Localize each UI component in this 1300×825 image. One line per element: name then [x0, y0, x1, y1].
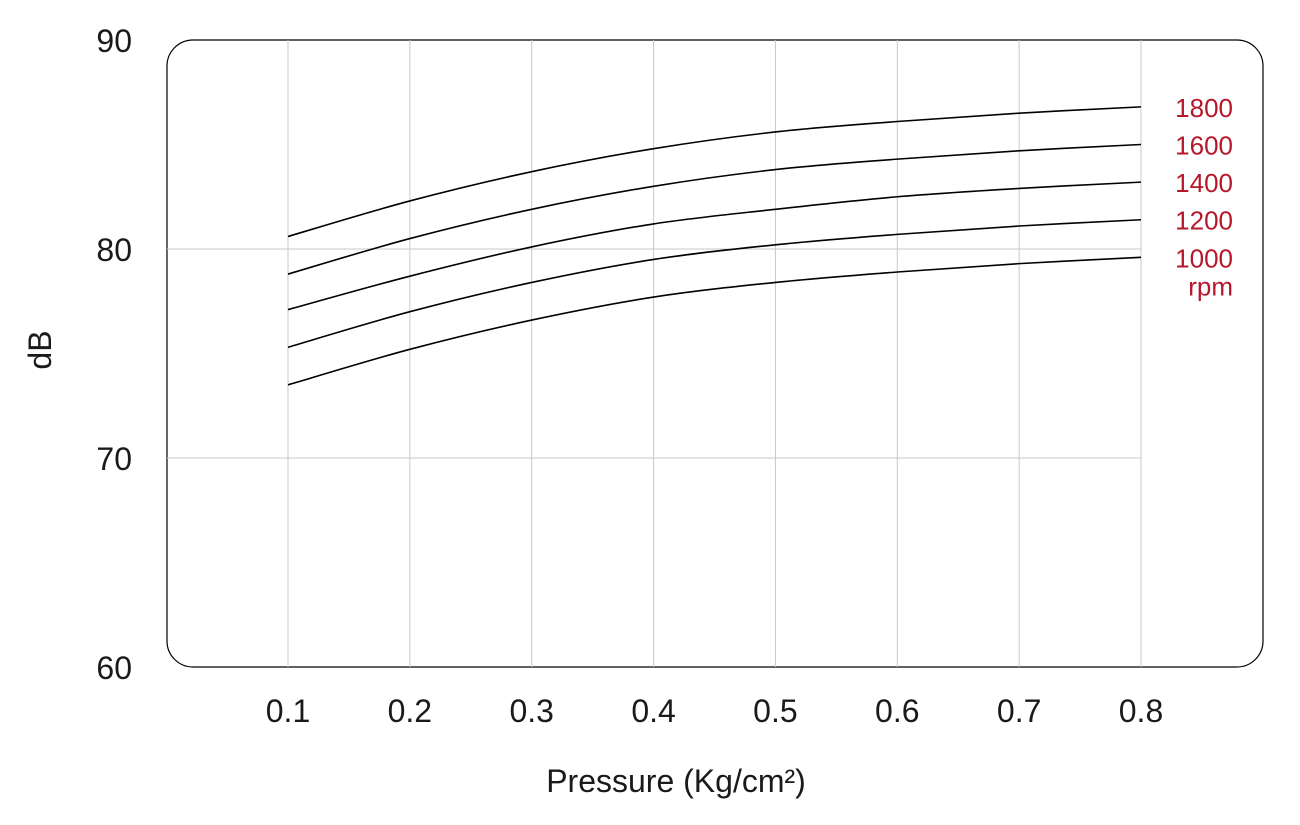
x-tick-label: 0.5 [753, 693, 797, 729]
x-tick-labels: 0.1 0.2 0.3 0.4 0.5 0.6 0.7 0.8 [266, 693, 1163, 729]
x-tick-label: 0.3 [509, 693, 553, 729]
y-axis-label: dB [22, 330, 58, 369]
grid [167, 40, 1142, 667]
series-line-1200 [287, 218, 1142, 348]
x-tick-label: 0.7 [997, 693, 1041, 729]
y-tick-label: 70 [96, 441, 132, 477]
x-tick-label: 0.6 [875, 693, 919, 729]
x-tick-label: 0.8 [1119, 693, 1163, 729]
y-tick-label: 60 [96, 650, 132, 686]
y-tick-label: 90 [96, 23, 132, 59]
series-lines [287, 106, 1142, 386]
x-tick-label: 0.2 [388, 693, 432, 729]
series-line-1400 [287, 181, 1142, 311]
x-tick-label: 0.4 [631, 693, 675, 729]
plot-frame [166, 39, 1264, 668]
series-label-1000: 1000 [1175, 243, 1233, 273]
x-axis-label: Pressure (Kg/cm²) [546, 763, 806, 799]
y-tick-labels: 60 70 80 90 [96, 23, 132, 686]
series-label-1800: 1800 [1175, 93, 1233, 123]
x-tick-label: 0.1 [266, 693, 310, 729]
series-label-1200: 1200 [1175, 206, 1233, 236]
series-label-1600: 1600 [1175, 131, 1233, 161]
series-unit-label: rpm [1188, 271, 1233, 301]
y-tick-label: 80 [96, 232, 132, 268]
series-label-1400: 1400 [1175, 168, 1233, 198]
series-line-1800 [287, 106, 1142, 238]
series-line-1000 [287, 256, 1142, 386]
series-line-1600 [287, 143, 1142, 275]
